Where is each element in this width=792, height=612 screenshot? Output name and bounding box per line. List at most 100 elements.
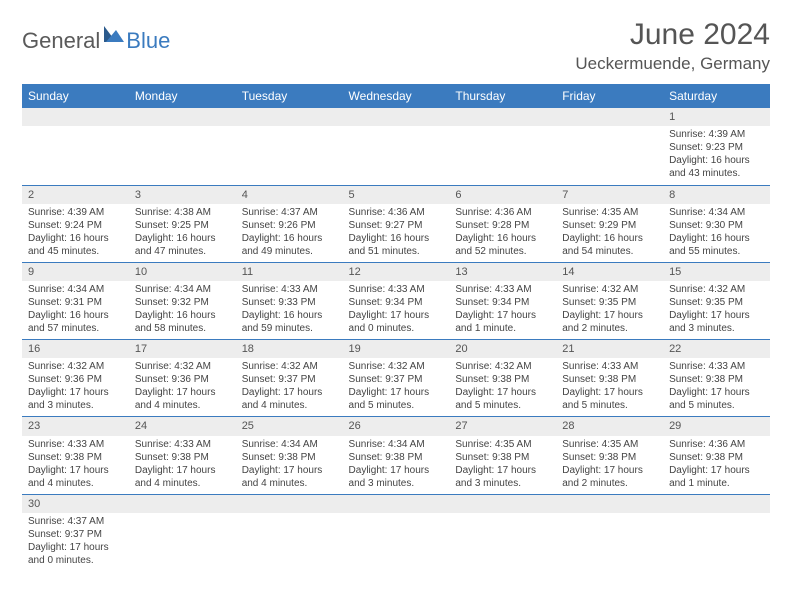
day-cell: 23Sunrise: 4:33 AMSunset: 9:38 PMDayligh… [22, 417, 129, 494]
sunset: Sunset: 9:38 PM [669, 373, 764, 386]
daylight: Daylight: 17 hours and 3 minutes. [455, 464, 550, 490]
daynum: 19 [343, 340, 450, 358]
sunrise: Sunrise: 4:35 AM [562, 206, 657, 219]
day-details: Sunrise: 4:34 AMSunset: 9:32 PMDaylight:… [129, 281, 236, 339]
sunrise: Sunrise: 4:33 AM [669, 360, 764, 373]
sunrise: Sunrise: 4:32 AM [562, 283, 657, 296]
sunset: Sunset: 9:38 PM [562, 451, 657, 464]
day-details: Sunrise: 4:32 AMSunset: 9:37 PMDaylight:… [343, 358, 450, 416]
sunset: Sunset: 9:27 PM [349, 219, 444, 232]
daylight: Daylight: 17 hours and 0 minutes. [349, 309, 444, 335]
day-cell: 1Sunrise: 4:39 AMSunset: 9:23 PMDaylight… [663, 108, 770, 185]
day-details: Sunrise: 4:34 AMSunset: 9:31 PMDaylight:… [22, 281, 129, 339]
day-details: Sunrise: 4:32 AMSunset: 9:37 PMDaylight:… [236, 358, 343, 416]
daynum: 29 [663, 417, 770, 435]
day-cell: 17Sunrise: 4:32 AMSunset: 9:36 PMDayligh… [129, 340, 236, 417]
sunset: Sunset: 9:38 PM [669, 451, 764, 464]
sunset: Sunset: 9:31 PM [28, 296, 123, 309]
sunrise: Sunrise: 4:37 AM [28, 515, 123, 528]
logo-sail-icon [102, 24, 126, 49]
day-details: Sunrise: 4:33 AMSunset: 9:33 PMDaylight:… [236, 281, 343, 339]
day-details: Sunrise: 4:33 AMSunset: 9:34 PMDaylight:… [343, 281, 450, 339]
daylight: Daylight: 16 hours and 52 minutes. [455, 232, 550, 258]
daynum-empty [236, 108, 343, 126]
daylight: Daylight: 16 hours and 43 minutes. [669, 154, 764, 180]
daynum-empty [663, 495, 770, 513]
day-details: Sunrise: 4:37 AMSunset: 9:26 PMDaylight:… [236, 204, 343, 262]
day-cell [343, 494, 450, 571]
location: Ueckermuende, Germany [575, 54, 770, 74]
daynum: 27 [449, 417, 556, 435]
daynum: 20 [449, 340, 556, 358]
dayname-5: Friday [556, 84, 663, 108]
daynum: 24 [129, 417, 236, 435]
day-cell [449, 494, 556, 571]
daynum: 3 [129, 186, 236, 204]
daynum: 7 [556, 186, 663, 204]
daynum-empty [236, 495, 343, 513]
dayname-1: Monday [129, 84, 236, 108]
sunset: Sunset: 9:25 PM [135, 219, 230, 232]
dayname-2: Tuesday [236, 84, 343, 108]
daylight: Daylight: 16 hours and 57 minutes. [28, 309, 123, 335]
sunset: Sunset: 9:35 PM [669, 296, 764, 309]
sunset: Sunset: 9:30 PM [669, 219, 764, 232]
daynum-empty [556, 495, 663, 513]
daylight: Daylight: 17 hours and 2 minutes. [562, 309, 657, 335]
daylight: Daylight: 16 hours and 49 minutes. [242, 232, 337, 258]
daylight: Daylight: 17 hours and 5 minutes. [669, 386, 764, 412]
day-cell: 20Sunrise: 4:32 AMSunset: 9:38 PMDayligh… [449, 340, 556, 417]
daylight: Daylight: 17 hours and 4 minutes. [242, 386, 337, 412]
daylight: Daylight: 17 hours and 4 minutes. [135, 386, 230, 412]
day-cell: 12Sunrise: 4:33 AMSunset: 9:34 PMDayligh… [343, 262, 450, 339]
sunset: Sunset: 9:38 PM [242, 451, 337, 464]
daylight: Daylight: 17 hours and 2 minutes. [562, 464, 657, 490]
day-details: Sunrise: 4:35 AMSunset: 9:38 PMDaylight:… [449, 436, 556, 494]
day-details: Sunrise: 4:33 AMSunset: 9:38 PMDaylight:… [22, 436, 129, 494]
sunrise: Sunrise: 4:33 AM [349, 283, 444, 296]
day-cell: 25Sunrise: 4:34 AMSunset: 9:38 PMDayligh… [236, 417, 343, 494]
sunrise: Sunrise: 4:34 AM [242, 438, 337, 451]
daylight: Daylight: 17 hours and 5 minutes. [455, 386, 550, 412]
sunset: Sunset: 9:37 PM [242, 373, 337, 386]
sunset: Sunset: 9:36 PM [28, 373, 123, 386]
daylight: Daylight: 16 hours and 55 minutes. [669, 232, 764, 258]
sunrise: Sunrise: 4:33 AM [242, 283, 337, 296]
sunset: Sunset: 9:35 PM [562, 296, 657, 309]
daynum-empty [556, 108, 663, 126]
day-details: Sunrise: 4:32 AMSunset: 9:35 PMDaylight:… [663, 281, 770, 339]
daynum: 4 [236, 186, 343, 204]
day-cell: 14Sunrise: 4:32 AMSunset: 9:35 PMDayligh… [556, 262, 663, 339]
day-cell [663, 494, 770, 571]
day-cell: 28Sunrise: 4:35 AMSunset: 9:38 PMDayligh… [556, 417, 663, 494]
logo: General Blue [22, 24, 170, 57]
day-details: Sunrise: 4:33 AMSunset: 9:38 PMDaylight:… [556, 358, 663, 416]
day-details: Sunrise: 4:38 AMSunset: 9:25 PMDaylight:… [129, 204, 236, 262]
day-cell: 22Sunrise: 4:33 AMSunset: 9:38 PMDayligh… [663, 340, 770, 417]
daynum-empty [22, 108, 129, 126]
sunrise: Sunrise: 4:34 AM [135, 283, 230, 296]
daynum-empty [129, 495, 236, 513]
daynum: 26 [343, 417, 450, 435]
day-details: Sunrise: 4:32 AMSunset: 9:35 PMDaylight:… [556, 281, 663, 339]
sunrise: Sunrise: 4:32 AM [242, 360, 337, 373]
sunset: Sunset: 9:36 PM [135, 373, 230, 386]
title-block: June 2024 Ueckermuende, Germany [575, 18, 770, 74]
sunset: Sunset: 9:38 PM [349, 451, 444, 464]
day-cell [129, 108, 236, 185]
day-cell: 3Sunrise: 4:38 AMSunset: 9:25 PMDaylight… [129, 185, 236, 262]
daynum: 21 [556, 340, 663, 358]
daynum: 12 [343, 263, 450, 281]
sunset: Sunset: 9:28 PM [455, 219, 550, 232]
daynum: 9 [22, 263, 129, 281]
day-cell: 9Sunrise: 4:34 AMSunset: 9:31 PMDaylight… [22, 262, 129, 339]
daylight: Daylight: 17 hours and 3 minutes. [669, 309, 764, 335]
daylight: Daylight: 17 hours and 3 minutes. [28, 386, 123, 412]
daylight: Daylight: 17 hours and 1 minute. [669, 464, 764, 490]
day-cell: 16Sunrise: 4:32 AMSunset: 9:36 PMDayligh… [22, 340, 129, 417]
day-cell: 8Sunrise: 4:34 AMSunset: 9:30 PMDaylight… [663, 185, 770, 262]
sunset: Sunset: 9:29 PM [562, 219, 657, 232]
day-details: Sunrise: 4:39 AMSunset: 9:24 PMDaylight:… [22, 204, 129, 262]
sunrise: Sunrise: 4:34 AM [28, 283, 123, 296]
daynum-empty [129, 108, 236, 126]
